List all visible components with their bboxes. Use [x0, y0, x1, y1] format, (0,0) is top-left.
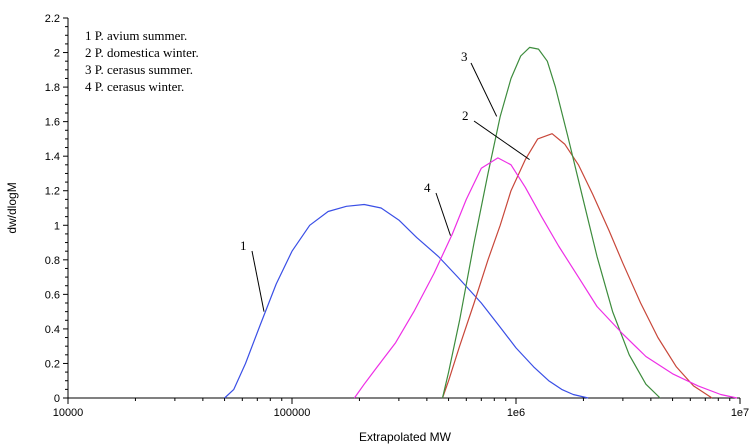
series-line-3: [441, 46, 661, 399]
y-tick-label: 0.6: [45, 289, 60, 301]
series-line-4: [353, 157, 738, 399]
y-tick-label: 1.2: [45, 186, 60, 198]
y-tick-label: 2.2: [45, 13, 60, 25]
x-tick-label: 10000: [53, 407, 84, 419]
x-tick-label: 1e6: [507, 407, 525, 419]
curve-leader-line: [470, 62, 498, 117]
legend-entry: 4 P. cerasus winter.: [85, 79, 184, 94]
y-tick-label: 2: [54, 48, 60, 60]
series-line-2: [441, 133, 713, 399]
legend: 1 P. avium summer. 2 P. domestica winter…: [85, 28, 199, 94]
series-layer: [224, 46, 738, 399]
y-tick-label: 0.4: [45, 324, 60, 336]
curve-leader-line: [251, 250, 265, 312]
y-axis: 0 0.2 0.4 0.6 0.8 1 1.2 1.4 1.6 1.8 2 2.2: [45, 13, 68, 405]
x-tick-label: 1e7: [731, 407, 749, 419]
x-axis-title: Extrapolated MW: [359, 430, 452, 444]
curve-label-2: 2: [462, 108, 469, 123]
curve-labels: 1 2 3 4: [240, 49, 530, 312]
y-tick-label: 0: [54, 393, 60, 405]
curve-leader-line: [473, 120, 530, 161]
y-axis-title: dw/dlogM: [5, 182, 19, 233]
y-tick-label: 0.2: [45, 358, 60, 370]
y-tick-label: 1.8: [45, 82, 60, 94]
x-tick-label: 100000: [274, 407, 311, 419]
curve-leader-line: [435, 192, 451, 236]
series-line-1: [224, 203, 589, 399]
curve-label-1: 1: [240, 238, 247, 253]
y-tick-label: 1.6: [45, 117, 60, 129]
y-tick-label: 1: [54, 220, 60, 232]
curve-label-3: 3: [461, 49, 468, 64]
y-tick-label: 0.8: [45, 255, 60, 267]
legend-entry: 1 P. avium summer.: [85, 28, 187, 43]
x-axis: 10000 100000 1e6 1e7: [53, 398, 749, 419]
curve-label-4: 4: [424, 180, 431, 195]
legend-entry: 2 P. domestica winter.: [85, 45, 199, 60]
legend-entry: 3 P. cerasus summer.: [85, 62, 193, 77]
y-tick-label: 1.4: [45, 151, 60, 163]
